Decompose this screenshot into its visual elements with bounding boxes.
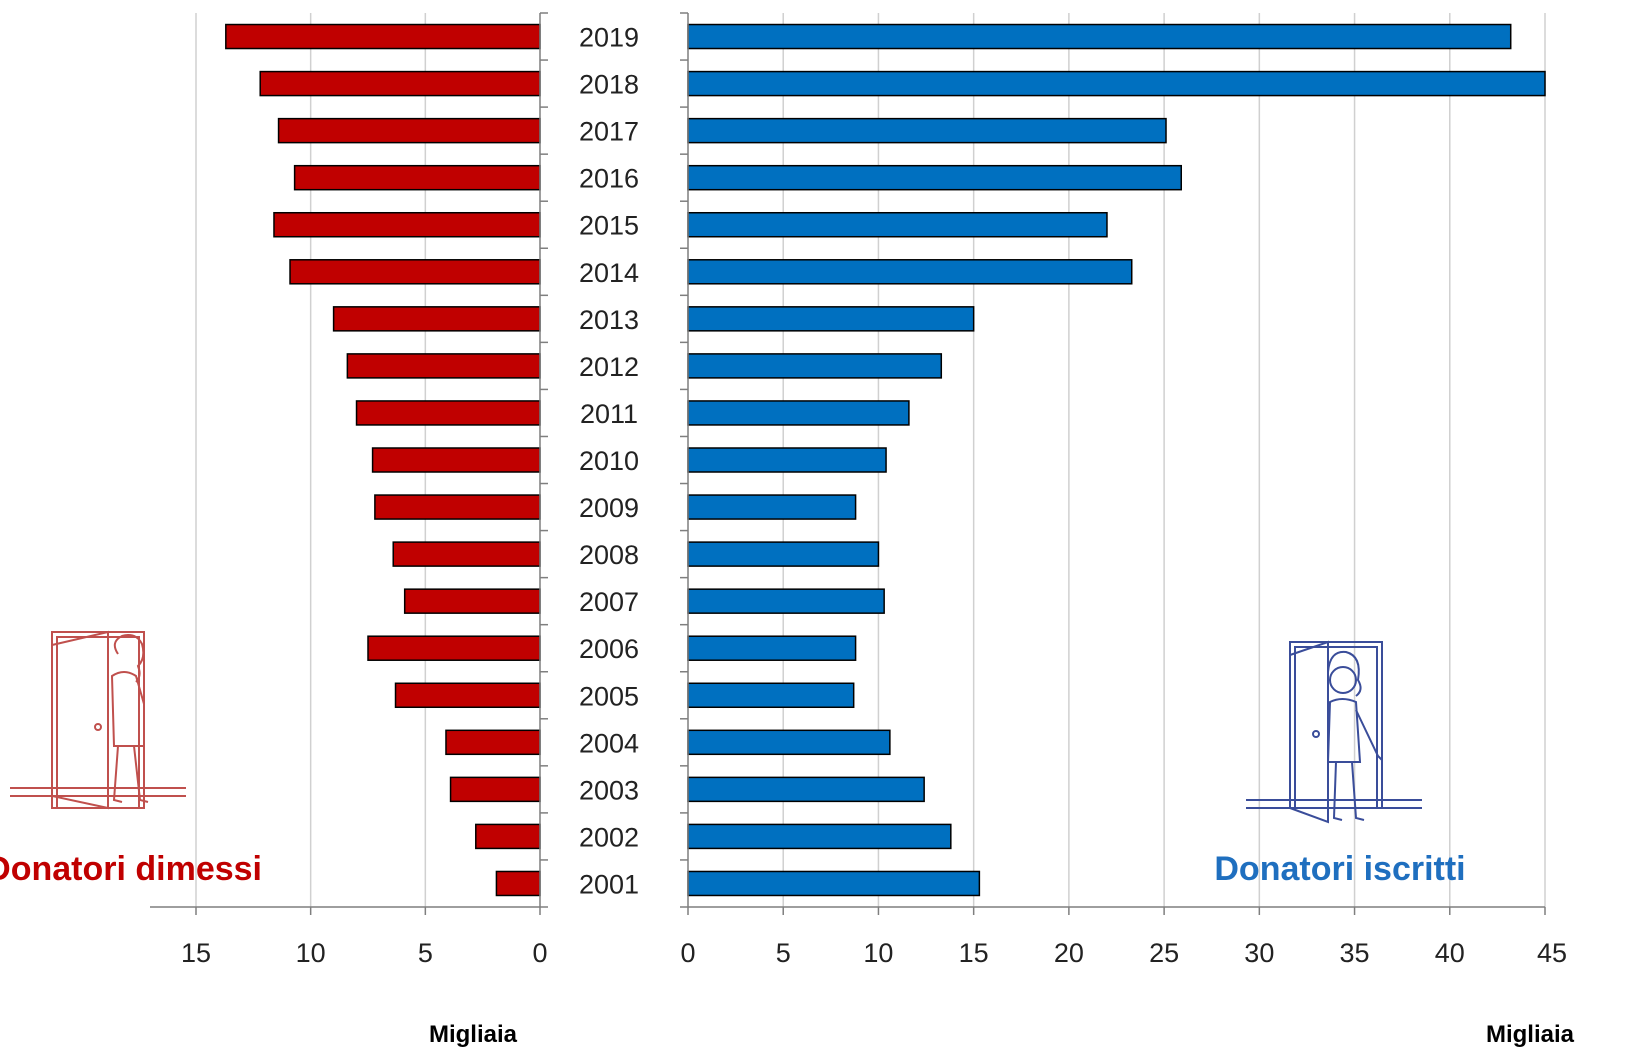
bar-dimessi-2004: [445, 729, 541, 756]
right-x-tick-label: 35: [1340, 938, 1370, 968]
year-label-2005: 2005: [579, 681, 639, 711]
year-label-2015: 2015: [579, 211, 639, 241]
year-label-2007: 2007: [579, 587, 639, 617]
left-x-tick-label: 10: [296, 938, 326, 968]
bar-dimessi-2011: [355, 400, 541, 426]
year-label-2003: 2003: [579, 775, 639, 805]
bar-dimessi-2003: [449, 776, 541, 803]
year-label-2016: 2016: [579, 164, 639, 194]
bar-dimessi-2005: [394, 682, 541, 709]
bar-iscritti-2007: [687, 588, 885, 614]
right-x-tick-label: 10: [863, 938, 893, 968]
bar-dimessi-2013: [332, 306, 541, 332]
right-x-tick-label: 45: [1537, 938, 1567, 968]
bar-iscritti-2014: [687, 259, 1133, 285]
left-series-label: Donatori dimessi: [0, 850, 262, 888]
year-label-2008: 2008: [579, 540, 639, 570]
bar-iscritti-2017: [687, 117, 1167, 144]
bar-iscritti-2008: [687, 541, 880, 567]
bar-dimessi-2019: [225, 23, 541, 50]
left-x-tick-label: 15: [181, 938, 211, 968]
bar-iscritti-2010: [687, 447, 887, 473]
year-label-2009: 2009: [579, 493, 639, 523]
year-label-2012: 2012: [579, 352, 639, 382]
year-label-2011: 2011: [580, 399, 638, 429]
bar-iscritti-2009: [687, 494, 857, 520]
year-label-2001: 2001: [579, 869, 639, 899]
person-entering-door-icon: [1246, 640, 1422, 824]
right-x-tick-label: 20: [1054, 938, 1084, 968]
year-label-2002: 2002: [579, 822, 639, 852]
right-x-tick-label: 5: [776, 938, 791, 968]
bar-dimessi-2017: [277, 117, 541, 144]
right-x-tick-label: 30: [1244, 938, 1274, 968]
bar-dimessi-2002: [475, 823, 541, 850]
right-series-label: Donatori iscritti: [1214, 850, 1465, 888]
bar-dimessi-2001: [495, 870, 541, 897]
year-label-2004: 2004: [579, 728, 639, 758]
bar-dimessi-2008: [392, 541, 541, 567]
year-label-2014: 2014: [579, 258, 639, 288]
bar-iscritti-2015: [687, 211, 1108, 238]
bar-iscritti-2001: [687, 870, 981, 897]
right-x-tick-label: 25: [1149, 938, 1179, 968]
bar-iscritti-2013: [687, 306, 975, 332]
right-x-tick-label: 0: [680, 938, 695, 968]
bar-iscritti-2003: [687, 776, 925, 803]
bar-dimessi-2006: [367, 635, 541, 661]
bar-iscritti-2018: [687, 70, 1546, 97]
year-label-2018: 2018: [579, 70, 639, 100]
year-labels: 2001 2002 2003 2004 2005 2006 2007 2008 2009 2010…: [579, 23, 639, 900]
year-label-2010: 2010: [579, 446, 639, 476]
bar-dimessi-2012: [346, 353, 541, 379]
bar-iscritti-2006: [687, 635, 857, 661]
bar-dimessi-2007: [403, 588, 541, 614]
bar-iscritti-2011: [687, 400, 910, 426]
bar-iscritti-2004: [687, 729, 891, 756]
bar-iscritti-2005: [687, 682, 855, 709]
bar-dimessi-2018: [259, 70, 541, 97]
bar-dimessi-2014: [289, 259, 541, 285]
bar-iscritti-2012: [687, 353, 943, 379]
bar-dimessi-2009: [374, 494, 541, 520]
year-label-2006: 2006: [579, 634, 639, 664]
bars-layer: [225, 23, 1546, 897]
person-leaving-door-icon: [10, 630, 186, 810]
left-x-tick-label: 0: [532, 938, 547, 968]
left-x-axis-unit: Migliaia: [429, 1021, 518, 1048]
bar-iscritti-2016: [687, 164, 1183, 191]
bar-dimessi-2016: [293, 164, 541, 191]
year-label-2019: 2019: [579, 23, 639, 53]
axis-layer: 15 10 5 0 0 5 10 15 20 25 30 35 40 45: [150, 12, 1567, 968]
year-label-2017: 2017: [579, 117, 639, 147]
left-x-tick-label: 5: [418, 938, 433, 968]
bar-dimessi-2015: [273, 211, 541, 238]
bar-dimessi-2010: [371, 447, 541, 473]
bar-iscritti-2002: [687, 823, 952, 850]
right-x-tick-label: 15: [959, 938, 989, 968]
right-x-tick-label: 40: [1435, 938, 1465, 968]
right-x-axis-unit: Migliaia: [1486, 1021, 1575, 1048]
bar-iscritti-2019: [687, 23, 1512, 50]
year-label-2013: 2013: [579, 305, 639, 335]
